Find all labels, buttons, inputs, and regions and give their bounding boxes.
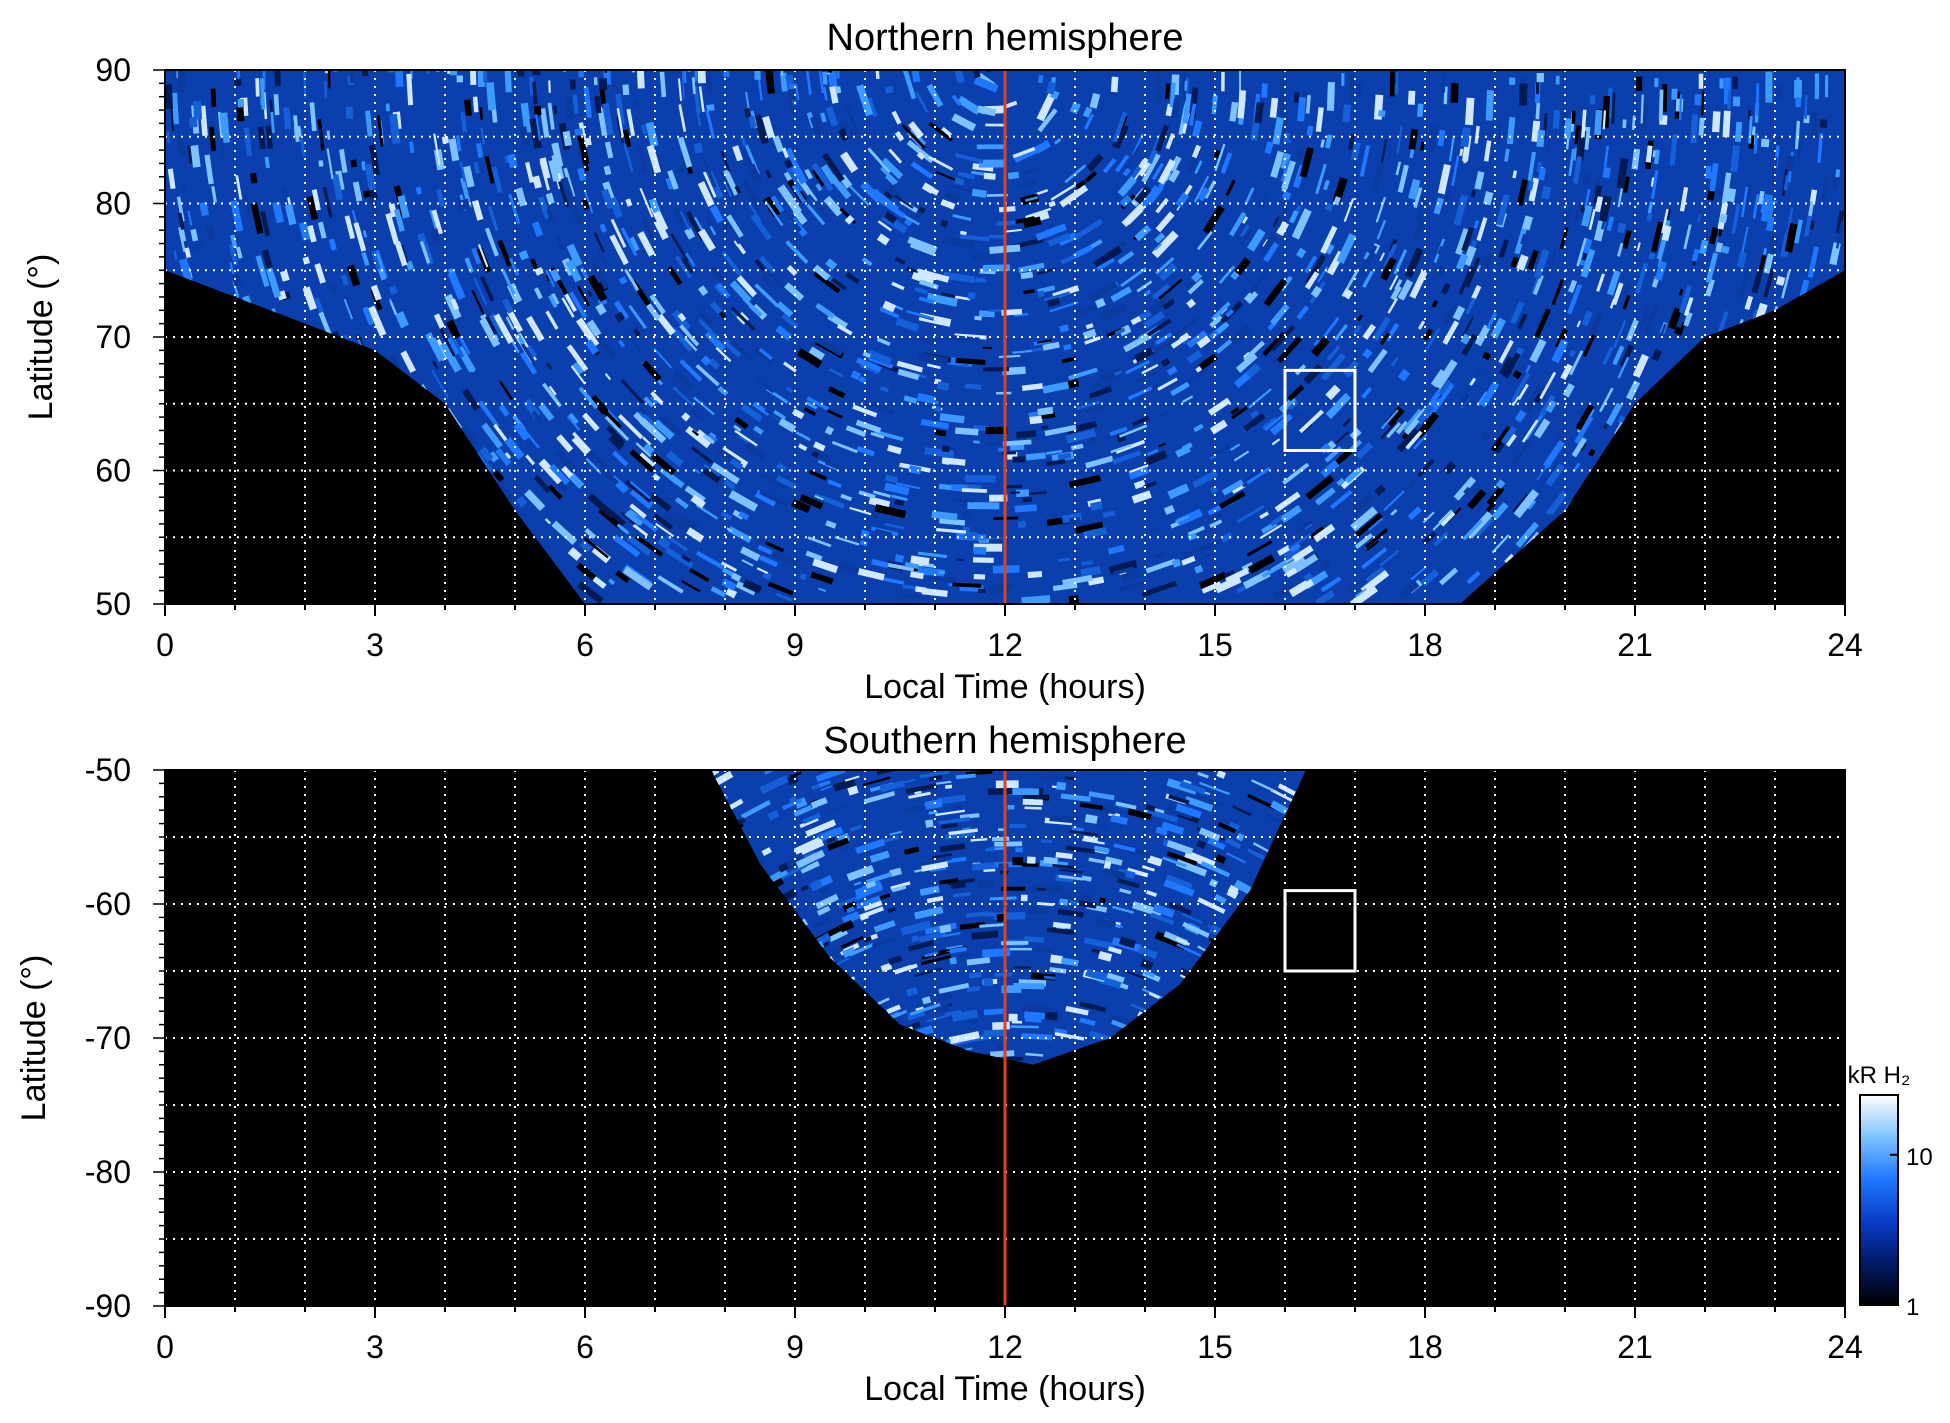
y-tick-label: -60 — [85, 886, 131, 922]
colorbar-gradient — [1859, 1094, 1899, 1306]
x-tick-label: 3 — [366, 627, 384, 663]
x-tick-label: 18 — [1407, 627, 1443, 663]
y-tick-label: 80 — [95, 186, 131, 222]
region-box — [1283, 889, 1357, 973]
x-tick-label: 12 — [987, 627, 1023, 663]
x-tick-label: 3 — [366, 1329, 384, 1365]
x-tick-label: 21 — [1617, 627, 1653, 663]
x-tick-label: 15 — [1197, 1329, 1233, 1365]
x-axis-label: Local Time (hours) — [864, 1370, 1146, 1408]
y-axis-label: Latitude (°) — [22, 254, 60, 421]
x-tick-label: 18 — [1407, 1329, 1443, 1365]
colorbar: 1 10 kR H₂ — [1848, 1062, 1933, 1321]
x-tick-label: 0 — [156, 1329, 174, 1365]
y-tick-label: 90 — [95, 52, 131, 88]
y-tick-label: -50 — [85, 752, 131, 788]
y-tick-label: -70 — [85, 1020, 131, 1056]
chart-title: Southern hemisphere — [823, 720, 1186, 762]
colorbar-tick-label: 1 — [1906, 1294, 1919, 1321]
panel-southern: 0 3 6 9 12 15 18 21 24 -50 -60 -70 -80 -90 Southern he… — [15, 720, 1863, 1408]
grid — [165, 770, 1845, 1306]
x-tick-label: 21 — [1617, 1329, 1653, 1365]
x-axis-label: Local Time (hours) — [864, 668, 1146, 706]
x-tick-label: 6 — [576, 627, 594, 663]
y-tick-label: 70 — [95, 319, 131, 355]
y-tick-label: -90 — [85, 1288, 131, 1324]
panel-northern: 0 3 6 9 12 15 18 21 24 50 60 70 80 90 Northern hemisph… — [22, 17, 1863, 706]
colorbar-tick-label: 10 — [1906, 1144, 1933, 1171]
colorbar-label: kR H₂ — [1848, 1062, 1911, 1089]
x-tick-label: 6 — [576, 1329, 594, 1365]
region-box — [1283, 368, 1357, 452]
y-tick-label: 50 — [95, 586, 131, 622]
x-tick-label: 12 — [987, 1329, 1023, 1365]
y-axis-label: Latitude (°) — [15, 955, 53, 1122]
x-tick-label: 0 — [156, 627, 174, 663]
x-tick-label: 24 — [1827, 1329, 1863, 1365]
y-tick-label: 60 — [95, 453, 131, 489]
x-tick-label: 9 — [786, 627, 804, 663]
x-tick-label: 15 — [1197, 627, 1233, 663]
x-tick-label: 9 — [786, 1329, 804, 1365]
x-tick-label: 24 — [1827, 627, 1863, 663]
chart-title: Northern hemisphere — [827, 17, 1184, 59]
y-tick-label: -80 — [85, 1154, 131, 1190]
